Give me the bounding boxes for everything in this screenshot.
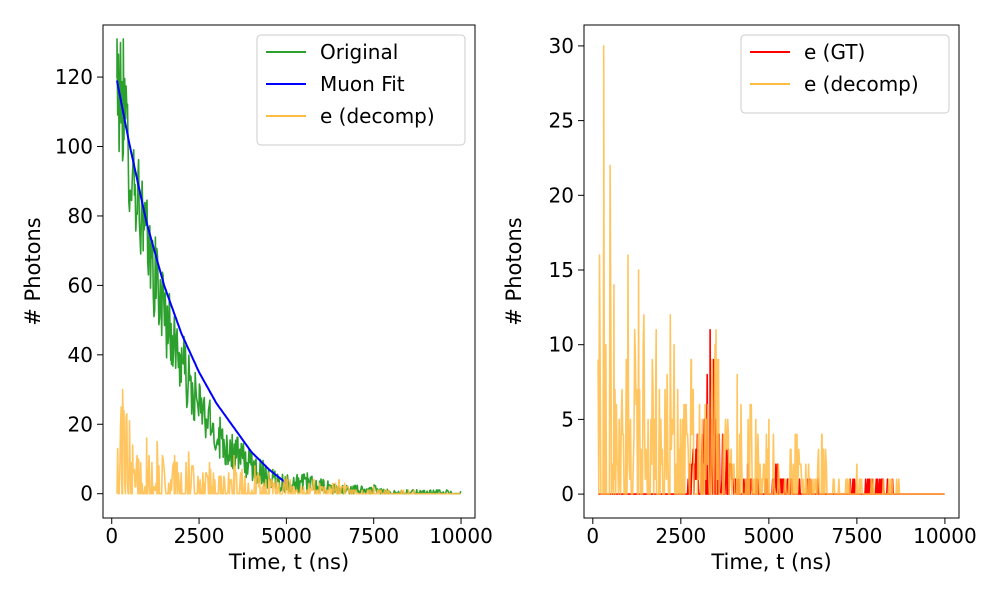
y-tick-label: 40 bbox=[68, 343, 93, 367]
legend: Original Muon Fit e (decomp) bbox=[256, 34, 466, 146]
x-tick-label: 0 bbox=[586, 524, 599, 548]
x-tick-label: 5000 bbox=[743, 524, 794, 548]
legend-box bbox=[740, 34, 950, 114]
y-tick-label: 80 bbox=[68, 204, 93, 228]
axes-frame bbox=[583, 24, 960, 519]
y-tick-label: 20 bbox=[549, 183, 574, 207]
x-axis-label: Time, t (ns) bbox=[710, 550, 831, 574]
legend: e (GT) e (decomp) bbox=[740, 34, 950, 114]
y-tick-label: 15 bbox=[549, 258, 574, 282]
x-tick-label: 0 bbox=[105, 524, 118, 548]
x-tick-label: 2500 bbox=[174, 524, 225, 548]
legend-label: e (decomp) bbox=[320, 104, 435, 128]
y-axis-label: # Photons bbox=[21, 217, 45, 325]
series-line-e-decomp bbox=[116, 388, 461, 495]
series-group bbox=[116, 38, 462, 495]
y-tick-label: 25 bbox=[549, 109, 574, 133]
y-tick-label: 0 bbox=[80, 482, 93, 506]
y-tick-label: 30 bbox=[549, 34, 574, 58]
x-axis-label: Time, t (ns) bbox=[228, 550, 349, 574]
y-axis-label: # Photons bbox=[502, 217, 526, 325]
legend-box bbox=[256, 34, 466, 146]
y-tick-label: 5 bbox=[561, 407, 574, 431]
series-group bbox=[597, 45, 945, 495]
y-tick-label: 10 bbox=[549, 333, 574, 357]
legend-label: Muon Fit bbox=[320, 72, 405, 96]
chart-panel-1: 0 2500 5000 7500 10000 0 20 40 60 80 100 120 Time, t… bbox=[21, 24, 493, 574]
legend-label: Original bbox=[320, 40, 398, 64]
legend-label: e (GT) bbox=[804, 40, 865, 64]
y-tick-label: 20 bbox=[68, 412, 93, 436]
x-tick-label: 2500 bbox=[655, 524, 706, 548]
y-tick-label: 100 bbox=[55, 135, 93, 159]
axes-frame bbox=[102, 24, 476, 519]
chart-panel-2: 0 2500 5000 7500 10000 0 5 10 15 20 25 30 Time, t (n… bbox=[502, 24, 977, 574]
series-line-e-decomp bbox=[597, 45, 945, 495]
legend-label: e (decomp) bbox=[804, 72, 919, 96]
y-tick-label: 120 bbox=[55, 65, 93, 89]
y-tick-label: 0 bbox=[561, 482, 574, 506]
y-tick-label: 60 bbox=[68, 273, 93, 297]
x-tick-label: 7500 bbox=[831, 524, 882, 548]
x-tick-label: 7500 bbox=[348, 524, 399, 548]
x-tick-label: 5000 bbox=[261, 524, 312, 548]
x-tick-label: 10000 bbox=[913, 524, 977, 548]
series-line-muon-fit bbox=[116, 80, 288, 485]
x-tick-label: 10000 bbox=[429, 524, 493, 548]
